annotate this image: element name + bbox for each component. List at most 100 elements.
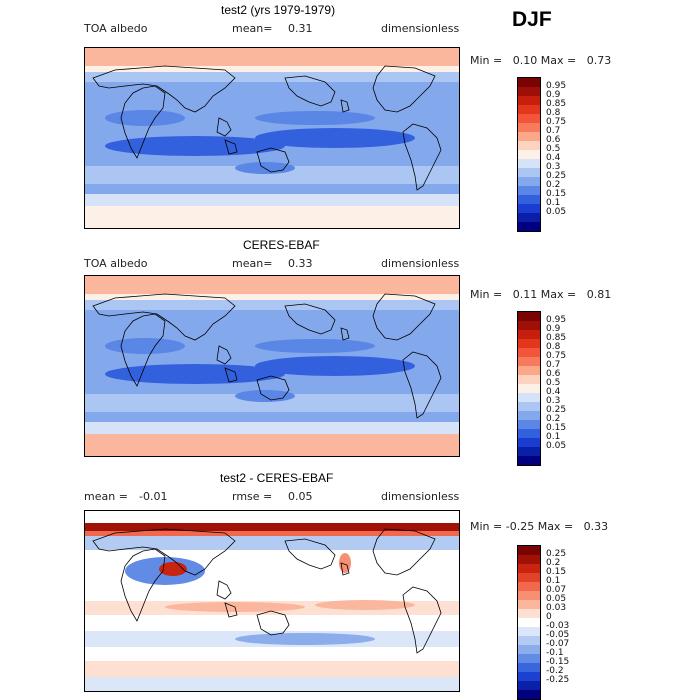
colorbar-swatch — [518, 375, 540, 384]
colorbar-swatch — [518, 663, 540, 672]
colorbar-tick-label: 0.1 — [546, 198, 561, 208]
colorbar-tick-label: 0.3 — [546, 396, 561, 406]
panel1-variable-label: TOA albedo — [84, 22, 148, 35]
colorbar-tick-label: 0.2 — [546, 180, 561, 190]
panel2-max-value: 0.81 — [586, 288, 612, 301]
colorbar-tick-label: 0.07 — [546, 585, 567, 595]
panel2-minmax: Min = 0.11 Max = 0.81 — [470, 288, 611, 301]
colorbar-tick-label: 0.95 — [546, 315, 567, 325]
colorbar-tick-label: 0.05 — [546, 207, 567, 217]
panel1-min-value: 0.10 — [512, 54, 538, 67]
colorbar-swatch — [518, 555, 540, 564]
colorbar-tick-label: 0 — [546, 612, 552, 622]
colorbar-swatch — [518, 96, 540, 105]
colorbar-tick-label: 0.15 — [546, 189, 567, 199]
colorbar-swatch — [518, 366, 540, 375]
panel1-colorbar — [517, 77, 541, 232]
colorbar-tick-label: 0.75 — [546, 117, 567, 127]
colorbar-swatch — [518, 168, 540, 177]
colorbar-swatch — [518, 78, 540, 87]
panel3-mean-label: mean = — [84, 490, 128, 503]
colorbar-swatch — [518, 105, 540, 114]
colorbar-tick-label: 0.25 — [546, 171, 567, 181]
colorbar-swatch — [518, 672, 540, 681]
colorbar-tick-label: 0.15 — [546, 423, 567, 433]
colorbar-swatch — [518, 420, 540, 429]
colorbar-tick-label: 0.6 — [546, 369, 561, 379]
colorbar-tick-label: 0.4 — [546, 387, 561, 397]
colorbar-swatch — [518, 402, 540, 411]
colorbar-swatch — [518, 636, 540, 645]
panel2-mean-label: mean= — [232, 257, 273, 270]
panel1-title: test2 (yrs 1979-1979) — [221, 3, 336, 17]
colorbar-swatch — [518, 690, 540, 699]
colorbar-swatch — [518, 132, 540, 141]
panel2-mean-value: 0.33 — [288, 257, 313, 270]
colorbar-tick-label: 0.5 — [546, 144, 561, 154]
colorbar-swatch — [518, 123, 540, 132]
season-label: DJF — [512, 8, 552, 31]
colorbar-tick-label: -0.1 — [546, 648, 564, 658]
colorbar-tick-label: 0.9 — [546, 324, 561, 334]
panel3-rmse-value: 0.05 — [288, 490, 313, 503]
colorbar-tick-label: 0.75 — [546, 351, 567, 361]
colorbar-swatch — [518, 438, 540, 447]
colorbar-swatch — [518, 186, 540, 195]
colorbar-tick-label: -0.25 — [546, 675, 570, 685]
colorbar-tick-label: 0.8 — [546, 342, 561, 352]
colorbar-tick-label: 0.7 — [546, 360, 561, 370]
panel2-map — [84, 275, 460, 457]
panel2-min-label: Min = — [470, 288, 503, 301]
colorbar-swatch — [518, 321, 540, 330]
colorbar-tick-label: -0.05 — [546, 630, 570, 640]
panel3-colorbar — [517, 545, 541, 700]
colorbar-swatch — [518, 357, 540, 366]
panel1-mean-value: 0.31 — [288, 22, 313, 35]
panel3-min-value: -0.25 — [505, 520, 535, 533]
colorbar-swatch — [518, 330, 540, 339]
panel1-min-label: Min = — [470, 54, 503, 67]
colorbar-tick-label: 0.2 — [546, 558, 561, 568]
panel1-max-value: 0.73 — [586, 54, 612, 67]
colorbar-tick-label: 0.85 — [546, 99, 567, 109]
panel2-contour-map — [85, 276, 459, 456]
panel3-min-label: Min = — [470, 520, 503, 533]
panel2-max-label: Max = — [540, 288, 577, 301]
panel3-max-label: Max = — [537, 520, 574, 533]
colorbar-swatch — [518, 411, 540, 420]
colorbar-swatch — [518, 600, 540, 609]
colorbar-swatch — [518, 384, 540, 393]
colorbar-tick-label: 0.1 — [546, 576, 561, 586]
colorbar-tick-label: 0.7 — [546, 126, 561, 136]
panel1-map — [84, 47, 460, 229]
panel2-variable-label: TOA albedo — [84, 257, 148, 270]
colorbar-tick-label: 0.03 — [546, 603, 567, 613]
colorbar-swatch — [518, 393, 540, 402]
panel1-contour-map — [85, 48, 459, 228]
colorbar-tick-label: 0.25 — [546, 405, 567, 415]
colorbar-swatch — [518, 654, 540, 663]
colorbar-swatch — [518, 204, 540, 213]
panel2-min-value: 0.11 — [512, 288, 538, 301]
panel2-title: CERES-EBAF — [243, 238, 320, 252]
panel1-mean-label: mean= — [232, 22, 273, 35]
colorbar-swatch — [518, 429, 540, 438]
colorbar-swatch — [518, 456, 540, 465]
colorbar-swatch — [518, 141, 540, 150]
colorbar-tick-label: 0.85 — [546, 333, 567, 343]
colorbar-tick-label: -0.2 — [546, 666, 564, 676]
panel3-map — [84, 510, 460, 692]
panel3-max-value: 0.33 — [583, 520, 609, 533]
panel1-max-label: Max = — [540, 54, 577, 67]
colorbar-tick-label: 0.1 — [546, 432, 561, 442]
panel3-title: test2 - CERES-EBAF — [220, 471, 334, 485]
colorbar-swatch — [518, 159, 540, 168]
colorbar-tick-label: 0.05 — [546, 441, 567, 451]
colorbar-tick-label: 0.2 — [546, 414, 561, 424]
colorbar-tick-label: 0.8 — [546, 108, 561, 118]
panel2-units: dimensionless — [381, 257, 460, 270]
colorbar-swatch — [518, 573, 540, 582]
colorbar-tick-label: 0.95 — [546, 81, 567, 91]
colorbar-swatch — [518, 213, 540, 222]
panel3-units: dimensionless — [381, 490, 460, 503]
